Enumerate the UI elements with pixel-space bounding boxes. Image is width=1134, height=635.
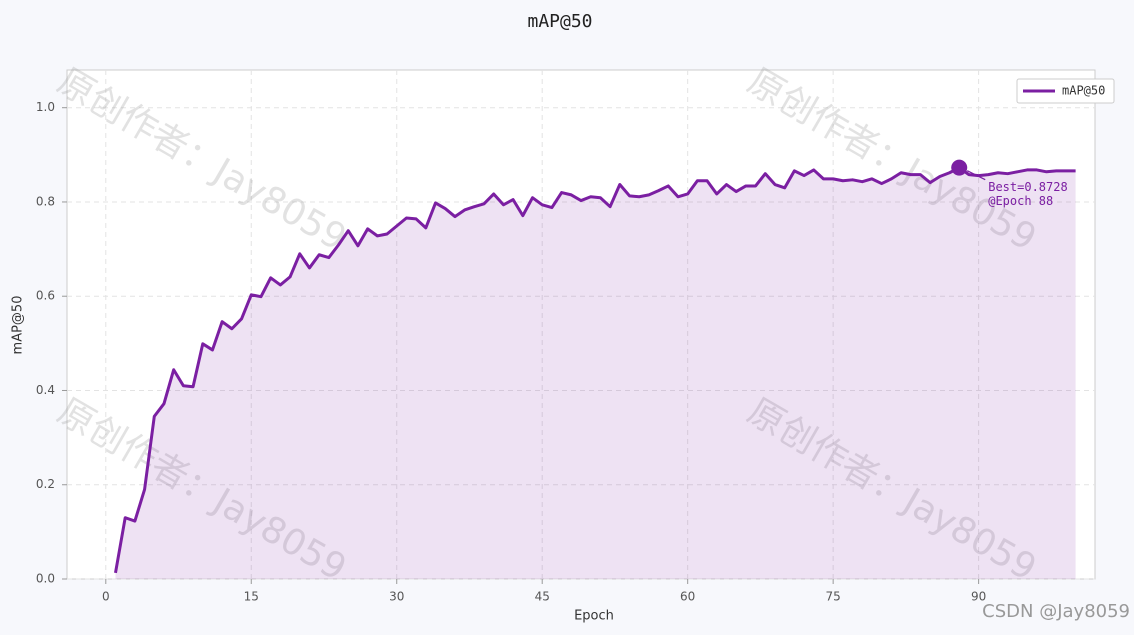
best-marker — [951, 159, 968, 176]
x-tick-label: 90 — [971, 590, 986, 604]
y-tick-label: 0.2 — [36, 477, 55, 491]
annotation: @Epoch 88 — [988, 194, 1053, 208]
annotation-arrow — [966, 170, 986, 181]
x-tick-label: 45 — [535, 590, 550, 604]
y-tick-label: 0.8 — [36, 194, 55, 208]
x-tick-label: 75 — [826, 590, 841, 604]
y-axis-label: mAP@50 — [11, 296, 26, 355]
y-tick-label: 0.4 — [36, 383, 55, 397]
legend-label: mAP@50 — [1062, 84, 1105, 98]
x-tick-label: 30 — [389, 590, 404, 604]
plot-area — [66, 69, 1096, 580]
legend-box — [1016, 78, 1115, 104]
y-tick-label: 1.0 — [36, 100, 55, 114]
x-tick-label: 60 — [680, 590, 695, 604]
y-tick-label: 0.6 — [36, 289, 55, 303]
footer: CSDN @Jay8059 — [982, 601, 1130, 622]
x-tick-label: 15 — [244, 590, 259, 604]
chart-title: mAP@50 — [527, 11, 592, 32]
area — [115, 167, 1076, 579]
line — [114, 166, 1076, 574]
x-axis-label: Epoch — [574, 609, 614, 624]
annotation: Best=0.8728 — [988, 180, 1067, 194]
y-tick-label: 0.0 — [36, 572, 55, 586]
x-tick-label: 0 — [102, 590, 110, 604]
